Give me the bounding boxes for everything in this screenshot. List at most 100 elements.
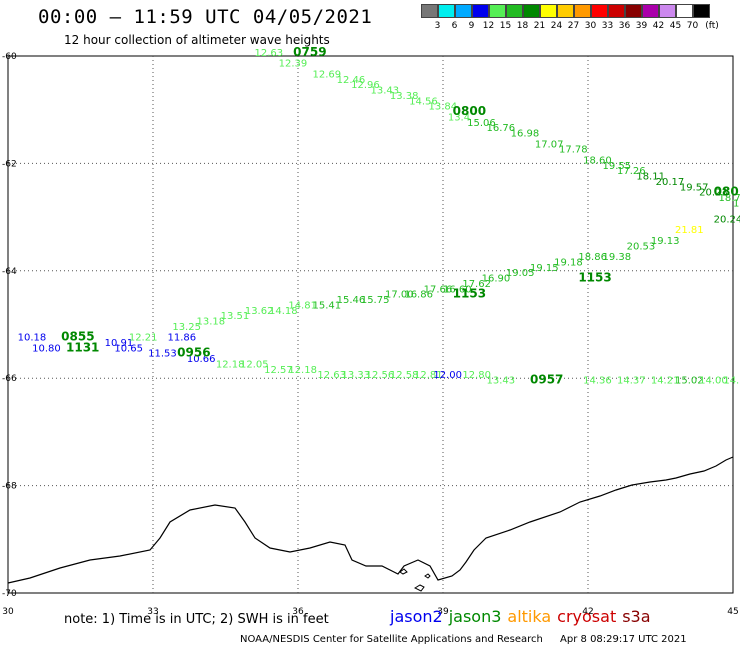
legend-label-4: 15 (499, 21, 512, 31)
legend-label-13: 42 (652, 21, 665, 31)
wave-reading: 12.63 (317, 370, 346, 381)
wave-reading: 10.65 (114, 343, 143, 354)
wave-reading: 14.00 (699, 376, 728, 387)
satellite-jason3: jason3 (448, 607, 502, 626)
lon-tick-30: 30 (2, 607, 14, 617)
wave-reading: 17.07 (535, 139, 564, 150)
satellite-jason2: jason2 (390, 607, 443, 626)
wave-reading: 12.46 (337, 75, 366, 86)
wave-reading: 12.58 (390, 370, 419, 381)
legend-label-8: 27 (567, 21, 580, 31)
time-label-1131: 1131 (66, 340, 99, 354)
wave-reading: 12.18 (216, 359, 245, 370)
footer-credit: NOAA/NESDIS Center for Satellite Applica… (240, 634, 543, 645)
legend-unit: (ft) (705, 21, 719, 31)
lat-tick--70: -70 (2, 589, 17, 599)
wave-reading: 11.53 (148, 349, 177, 360)
wave-reading: 19.15 (530, 263, 559, 274)
wave-reading: 10.91 (105, 338, 134, 349)
legend-swatch-10 (591, 4, 608, 18)
wave-reading: 14.28 (723, 376, 740, 387)
wave-reading: 13.18 (197, 317, 226, 328)
wave-reading: 16.60 (443, 284, 472, 295)
lat-tick--62: -62 (2, 159, 17, 169)
legend-swatch-3 (472, 4, 489, 18)
wave-reading: 13.4 (448, 112, 470, 123)
wave-reading: 12.96 (351, 80, 380, 91)
wave-reading: 12.80 (462, 370, 491, 381)
wave-reading: 13.25 (172, 322, 201, 333)
wave-reading: 18.79 (719, 193, 740, 204)
wave-reading: 19.13 (651, 236, 680, 247)
wave-reading: 14.36 (583, 376, 612, 387)
note: note: 1) Time is in UTC; 2) SWH is in fe… (64, 612, 329, 627)
wave-reading: 11.86 (168, 333, 197, 344)
wave-reading: 13.43 (371, 86, 400, 97)
wave-reading: 12.05 (240, 359, 269, 370)
wave-reading: 12.81 (414, 370, 443, 381)
wave-reading: 20.24 (714, 214, 740, 225)
wave-reading: 19.57 (680, 182, 709, 193)
footer: NOAA/NESDIS Center for Satellite Applica… (240, 634, 687, 645)
wave-reading: 12.63 (255, 48, 284, 59)
legend-label-15: 70 (686, 21, 699, 31)
wave-reading: 10.18 (18, 333, 47, 344)
wave-reading: 16.86 (404, 290, 433, 301)
satellite-cryosat: cryosat (557, 607, 617, 626)
legend-swatch-7 (540, 4, 557, 18)
wave-reading: 16.76 (487, 123, 516, 134)
lat-tick--60: -60 (2, 52, 17, 62)
legend-swatch-4 (489, 4, 506, 18)
legend-label-7: 24 (550, 21, 563, 31)
legend-label-2: 9 (468, 21, 475, 31)
color-legend (421, 4, 710, 18)
legend-swatch-13 (642, 4, 659, 18)
wave-reading: 15.46 (337, 295, 366, 306)
island (413, 584, 425, 592)
wave-reading: 19.05 (506, 268, 535, 279)
wave-reading: 12.21 (129, 333, 158, 344)
coastline (7, 456, 734, 584)
legend-label-3: 12 (482, 21, 495, 31)
wave-reading: 15.02 (675, 376, 704, 387)
wave-reading: 13.43 (487, 376, 516, 387)
wave-reading: 15.75 (361, 295, 390, 306)
legend-label-14: 45 (669, 21, 682, 31)
wave-reading: 12.18 (288, 365, 317, 376)
time-label-1153: 1153 (578, 271, 611, 285)
legend-swatch-11 (608, 4, 625, 18)
lon-tick-45: 45 (727, 607, 738, 617)
wave-reading: 15.06 (467, 118, 496, 129)
wave-reading: 18.11 (636, 172, 665, 183)
lat-tick--66: -66 (2, 374, 17, 384)
footer-date: Apr 8 08:29:17 UTC 2021 (560, 634, 687, 645)
time-label-0957: 0957 (530, 373, 563, 387)
satellite-s3a: s3a (622, 607, 651, 626)
lon-tick-36: 36 (292, 607, 304, 617)
wave-reading: 14.18 (269, 306, 298, 317)
legend-label-1: 6 (451, 21, 458, 31)
legend-label-9: 30 (584, 21, 597, 31)
wave-reading: 20.23 (699, 188, 728, 199)
legend-label-0: 3 (434, 21, 441, 31)
wave-reading: 10.80 (32, 343, 61, 354)
time-label-0855: 0855 (61, 330, 94, 344)
wave-reading: 19.55 (603, 161, 632, 172)
island (424, 573, 431, 579)
lon-tick-42: 42 (582, 607, 593, 617)
wave-reading: 14.81 (288, 300, 317, 311)
wave-reading: 16.90 (482, 274, 511, 285)
legend-label-12: 39 (635, 21, 648, 31)
legend-label-10: 33 (601, 21, 614, 31)
wave-reading: 12.57 (264, 365, 293, 376)
legend-swatch-6 (523, 4, 540, 18)
wave-reading: 18.86 (578, 252, 607, 263)
time-label-1153: 1153 (453, 287, 486, 301)
wave-reading: 17.71 (733, 198, 740, 209)
wave-reading: 14.21 (651, 376, 680, 387)
legend-swatch-1 (438, 4, 455, 18)
wave-reading: 17.78 (559, 145, 588, 156)
wave-reading: 15.41 (313, 300, 342, 311)
wave-reading: 17.26 (617, 166, 646, 177)
